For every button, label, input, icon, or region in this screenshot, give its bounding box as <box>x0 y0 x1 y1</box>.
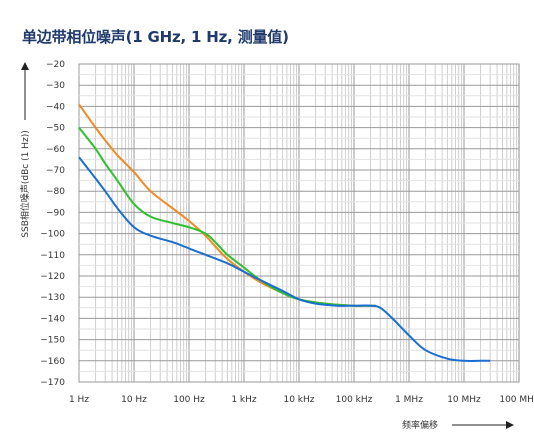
series-lines <box>78 103 491 362</box>
axis-labels: SSB相位噪声(dBc (1 Hz)) 频率偏移 <box>19 62 514 431</box>
y-tick-label: −130 <box>40 293 65 303</box>
y-tick-label: −40 <box>46 102 65 112</box>
x-tick-label: 100 Hz <box>173 395 205 405</box>
y-tick-label: −150 <box>40 336 65 346</box>
y-tick-label: −160 <box>40 357 65 367</box>
y-tick-label: −70 <box>46 166 65 176</box>
y-tick-label: −140 <box>40 314 65 324</box>
x-tick-label: 10 Hz <box>121 395 147 405</box>
y-tick-label: −90 <box>46 208 65 218</box>
x-tick-label: 100 kHz <box>336 395 373 405</box>
x-tick-labels: 1 Hz 10 Hz 100 Hz 1 kHz 10 kHz 100 kHz 1 MHz 10… <box>69 395 534 405</box>
y-tick-label: −170 <box>40 378 65 388</box>
x-axis-label: 频率偏移 <box>402 419 438 431</box>
series-line-2 <box>78 126 376 307</box>
y-tick-label: −60 <box>46 145 65 155</box>
y-tick-label: −30 <box>46 81 65 91</box>
x-tick-label: 100 MHz <box>499 395 534 405</box>
y-tick-label: −80 <box>46 187 65 197</box>
x-tick-label: 1 Hz <box>69 395 89 405</box>
y-tick-label: −100 <box>40 230 65 240</box>
chart-title: 单边带相位噪声(1 GHz, 1 Hz, 测量值) <box>22 28 289 46</box>
y-axis-label: SSB相位噪声(dBc (1 Hz)) <box>19 130 31 237</box>
series-line-3 <box>78 156 491 362</box>
x-tick-label: 10 kHz <box>283 395 314 405</box>
y-tick-label: −120 <box>40 272 65 282</box>
x-tick-label: 1 kHz <box>231 395 257 405</box>
x-tick-label: 10 MHz <box>447 395 481 405</box>
y-tick-label: −50 <box>46 124 65 134</box>
grid-lines <box>78 63 520 383</box>
x-tick-label: 1 MHz <box>395 395 423 405</box>
y-tick-label: −20 <box>46 60 65 70</box>
y-tick-labels: −20 −30 −40 −50 −60 −70 −80 −90 −100 −110 −120 −130… <box>40 60 65 388</box>
y-tick-label: −110 <box>40 251 65 261</box>
